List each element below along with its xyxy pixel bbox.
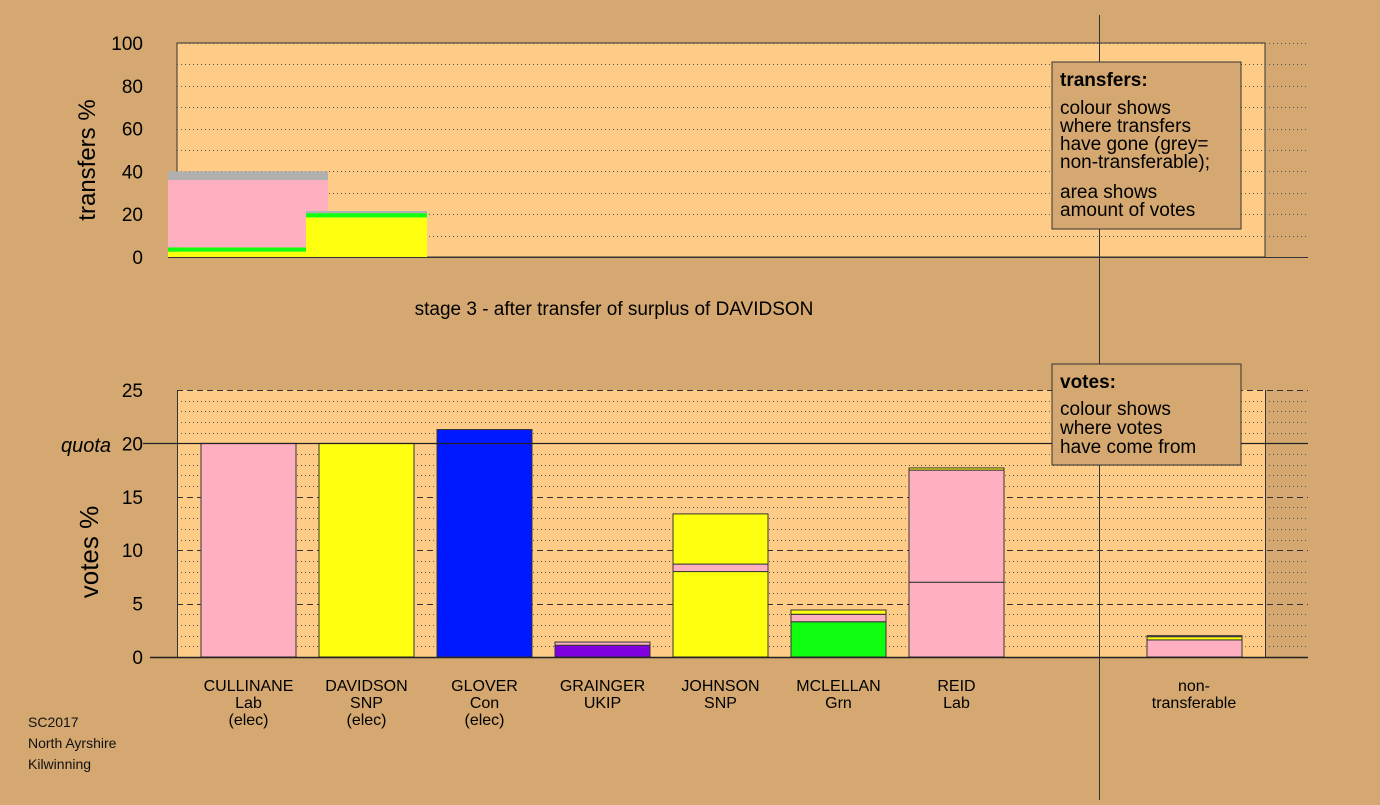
candidate-name: CULLINANE: [204, 678, 294, 695]
footnote-line: North Ayrshire: [28, 735, 117, 751]
votes-legend-line: colour shows: [1060, 399, 1171, 420]
votes-y-ticks: 0 5 10 15 20 25: [122, 381, 143, 669]
candidate-party: UKIP: [584, 695, 621, 712]
vote-segment: [908, 581, 1005, 658]
transfers-legend-line: where transfers: [1059, 116, 1191, 137]
transfer-segment: [168, 247, 328, 252]
vote-segment: [672, 571, 769, 658]
candidate-name: GRAINGER: [560, 678, 645, 695]
transfers-bars: [168, 171, 1308, 258]
candidate-party: Con: [470, 695, 499, 712]
vote-segment: [790, 613, 887, 623]
candidate-name: DAVIDSON: [325, 678, 407, 695]
votes-legend-line: have come from: [1060, 437, 1196, 458]
y-tick-label: 25: [122, 381, 143, 402]
candidate-status: (elec): [346, 712, 386, 729]
nontransferable-segment: [1146, 635, 1243, 638]
transfers-y-ticks: 0 20 40 60 80 100: [111, 34, 143, 269]
y-tick-label: 15: [122, 488, 143, 509]
y-tick-label: 0: [132, 648, 143, 669]
transfers-y-axis-label: transfers %: [74, 99, 101, 220]
quota-label: quota: [61, 435, 111, 457]
y-tick-label: 10: [122, 541, 143, 562]
footnote-line: Kilwinning: [28, 756, 92, 772]
candidate-status: (elec): [228, 712, 268, 729]
transfer-segment: [168, 179, 328, 248]
candidate-status: (elec): [464, 712, 504, 729]
vote-segment: [672, 563, 769, 573]
transfers-legend-line: have gone (grey=: [1060, 134, 1208, 155]
nontransferable-segment: [1146, 639, 1243, 658]
footnote-line: SC2017: [28, 714, 79, 730]
y-tick-label: 60: [122, 120, 143, 141]
vote-segment: [436, 429, 533, 658]
y-tick-label: 5: [132, 595, 143, 616]
vote-segment: [790, 609, 887, 615]
vote-segment: [908, 467, 1005, 471]
nontransferable-label: transferable: [1152, 695, 1237, 712]
candidate-name: GLOVER: [451, 678, 518, 695]
vote-segment: [908, 469, 1005, 583]
y-tick-label: 20: [122, 434, 143, 455]
vote-segment: [318, 442, 415, 658]
votes-legend-title: votes:: [1060, 372, 1116, 393]
votes-bars: [143, 429, 1308, 659]
y-tick-label: 20: [122, 205, 143, 226]
y-tick-label: 40: [122, 162, 143, 183]
transfers-legend-title: transfers:: [1060, 70, 1148, 91]
transfer-segment: [306, 217, 427, 257]
votes-legend-line: where votes: [1059, 418, 1162, 439]
transfer-segment: [306, 210, 427, 214]
candidate-party: SNP: [704, 695, 737, 712]
candidate-party: SNP: [350, 695, 383, 712]
vote-segment: [672, 513, 769, 565]
y-tick-label: 0: [132, 248, 143, 269]
candidate-name: MCLELLAN: [796, 678, 880, 695]
transfers-legend: transfers: colour shows where transfers …: [1051, 61, 1242, 230]
transfers-legend-line: area shows: [1060, 182, 1157, 203]
votes-y-axis-label: votes %: [74, 506, 104, 599]
candidate-party: Grn: [825, 695, 852, 712]
transfers-legend-line: non-transferable);: [1060, 152, 1210, 173]
vote-segment: [790, 621, 887, 658]
transfers-legend-line: amount of votes: [1060, 200, 1195, 221]
transfer-segment: [306, 213, 427, 218]
vote-segment: [200, 442, 297, 658]
candidate-labels: CULLINANELab(elec)DAVIDSONSNP(elec)GLOVE…: [204, 678, 1237, 729]
transfer-segment: [168, 251, 328, 257]
transfer-segment: [168, 171, 328, 180]
candidate-name: JOHNSON: [681, 678, 759, 695]
y-tick-label: 100: [111, 34, 143, 55]
nontransferable-label: non-: [1178, 678, 1210, 695]
candidate-party: Lab: [235, 695, 262, 712]
votes-legend: votes: colour shows where votes have com…: [1051, 363, 1242, 466]
vote-segment: [554, 644, 651, 658]
vote-segment: [554, 641, 651, 646]
candidate-party: Lab: [943, 695, 970, 712]
transfers-legend-line: colour shows: [1060, 98, 1171, 119]
stage-title: stage 3 - after transfer of surplus of D…: [415, 299, 814, 320]
footnote: SC2017 North Ayrshire Kilwinning: [28, 712, 116, 775]
candidate-name: REID: [937, 678, 975, 695]
y-tick-label: 80: [122, 77, 143, 98]
